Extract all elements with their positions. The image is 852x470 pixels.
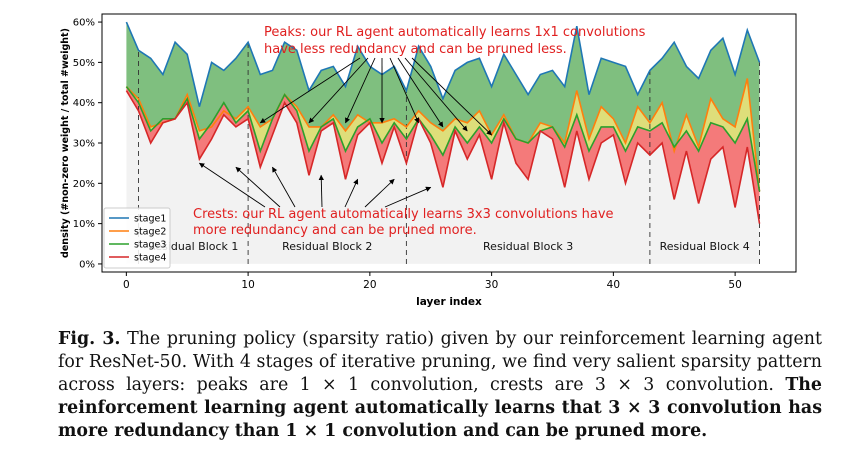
y-tick-label: 40% [73,98,95,109]
x-axis-label: layer index [416,296,482,308]
series-line-stage1 [125,21,761,107]
y-tick-label: 0% [79,259,95,270]
x-tick-label: 40 [607,279,620,291]
x-tick-label: 50 [728,279,741,291]
peak-arrow [389,57,420,124]
legend-label-stage4: stage4 [134,253,166,264]
crest-arrow [364,178,395,208]
peak-arrow [411,57,493,136]
y-tick-label: 10% [73,219,95,230]
y-tick-label: 60% [73,18,95,29]
pruning-policy-figure: 0 10 20 30 40 50 0% 10% 20% 30% 40% 50% 60% layer ind… [60,13,797,308]
block-label-2: Residual Block 2 [282,240,372,253]
crest-arrow [384,186,432,208]
legend-label-stage2: stage2 [134,227,166,238]
crest-arrow [344,178,359,208]
series-line-stage3 [125,86,761,192]
y-tick-label: 50% [73,58,95,69]
y-tick-label: 30% [73,139,95,150]
block-label-4: Residual Block 4 [660,240,750,253]
crest-arrow [235,166,281,208]
legend-box [103,207,171,269]
legend-label-stage3: stage3 [134,240,166,251]
x-tick-label: 30 [485,279,498,291]
peak-arrow [397,57,444,128]
legend-label-stage1: stage1 [134,214,166,225]
series-line-stage4 [125,90,761,224]
peak-arrow [404,57,468,132]
caption-bold-text: The reinforcement learning agent automat… [58,375,822,441]
x-tick-label: 0 [123,279,130,291]
block-label-3: Residual Block 3 [483,240,573,253]
peak-arrow [259,57,361,124]
block-label-1: Residual Block 1 [148,240,238,253]
peaks-annotation-line-1: Peaks: our RL agent automatically learns… [264,25,646,40]
caption-text: The pruning policy (sparsity ratio) give… [58,329,822,395]
peaks-annotation-line-2: have less redundancy and can be pruned l… [264,42,567,57]
x-tick-label: 20 [363,279,376,291]
x-tick-label: 10 [241,279,254,291]
figure-caption: Fig. 3. The pruning policy (sparsity rat… [58,328,822,443]
crest-arrow [318,174,324,208]
peak-arrow [345,57,376,124]
y-axis-label: density (#non-zero weight / total #weigh… [60,28,71,258]
density-area-chart: 0 10 20 30 40 50 0% 10% 20% 30% 40% 50% 60% layer ind… [60,13,797,308]
crests-annotation-line-2: more redundancy and can be pruned more. [193,223,477,238]
crest-arrow [272,166,296,208]
area-fill-stage4 [126,90,760,264]
peak-arrow [308,57,369,124]
crests-annotation-line-1: Crests: our RL agent automatically learn… [193,207,614,222]
area-fill-stage1 [126,22,760,192]
y-tick-label: 20% [73,179,95,190]
crest-arrow [198,162,266,208]
figure-label: Fig. 3. [58,329,121,349]
